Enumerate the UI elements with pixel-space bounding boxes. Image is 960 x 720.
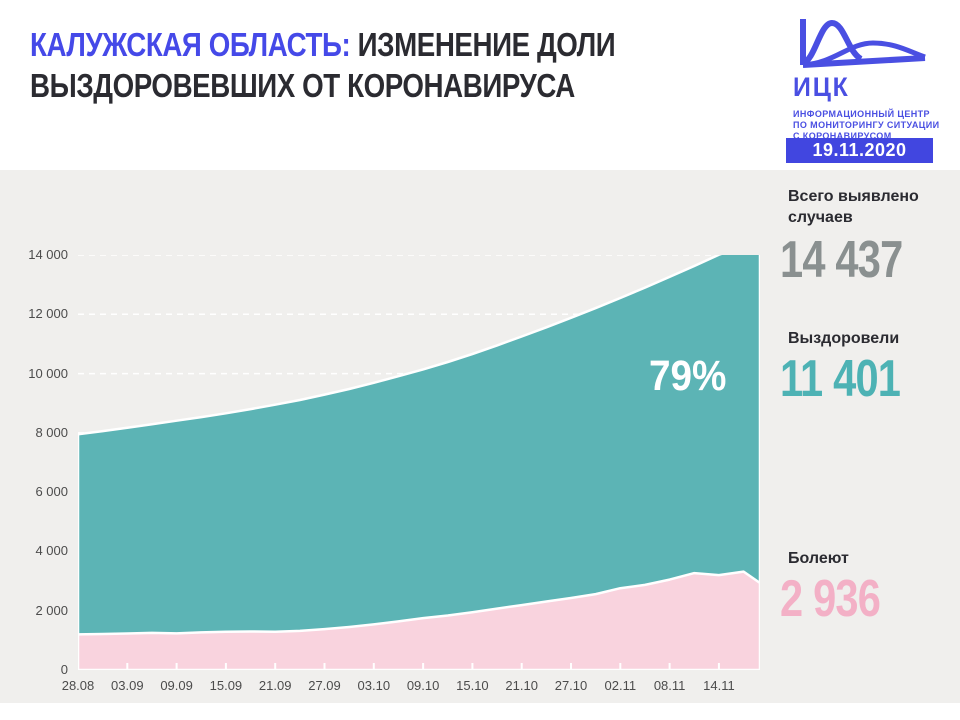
logo-tagline: ИНФОРМАЦИОННЫЙ ЦЕНТР ПО МОНИТОРИНГУ СИТУ… [793,109,943,142]
area-chart [78,255,760,670]
y-axis-label: 2 000 [35,602,68,618]
page-title-region: КАЛУЖСКАЯ ОБЛАСТЬ: [30,26,351,63]
stat-recovered: Выздоровели 11 401 [780,328,930,405]
logo-tagline-line: ИНФОРМАЦИОННЫЙ ЦЕНТР [793,109,930,119]
y-axis-label: 6 000 [35,484,68,500]
stat-total-label: Всего выявлено случаев [788,186,933,228]
total-cases-area [78,255,760,670]
stat-sick-label: Болеют [788,550,849,567]
x-axis-label: 09.10 [406,678,440,693]
x-axis-label: 02.11 [604,678,637,693]
stat-total-label-line1: Всего выявлено [788,188,919,205]
logo-tagline-line: ПО МОНИТОРИНГУ СИТУАЦИИ [793,120,940,130]
stat-total-value: 14 437 [780,231,903,289]
x-axis-label: 27.09 [308,678,341,693]
page-title-line2: ВЫЗДОРОВЕВШИХ ОТ КОРОНАВИРУСА [30,67,575,104]
stat-total-cases: Всего выявлено случаев 14 437 [780,186,933,286]
y-axis-label: 4 000 [35,543,68,559]
x-axis-label: 27.10 [554,678,588,693]
y-axis-label: 12 000 [28,306,68,322]
stat-sick-value: 2 936 [780,570,881,628]
y-axis-label: 10 000 [28,365,68,381]
currently-sick-area [78,570,760,670]
x-axis-label: 21.10 [505,678,538,693]
x-axis-label: 03.10 [357,678,391,693]
x-axis-label: 15.10 [456,678,489,693]
y-axis-label: 8 000 [35,424,68,440]
page-title: КАЛУЖСКАЯ ОБЛАСТЬ: ИЗМЕНЕНИЕ ДОЛИ ВЫЗДОР… [30,24,727,106]
logo-tagline-line: С КОРОНАВИРУСОМ [793,131,892,141]
flatten-the-curve-icon [800,19,926,68]
x-axis-label: 14.11 [703,678,735,693]
y-axis-label: 14 000 [28,247,68,262]
x-axis-label: 28.08 [61,678,95,693]
x-axis-label: 21.09 [258,678,292,693]
icc-logo: ИЦК ИНФОРМАЦИОННЫЙ ЦЕНТР ПО МОНИТОРИНГУ … [793,14,943,142]
x-axis-label: 15.09 [209,678,243,693]
stat-total-label-line2: случаев [788,209,853,226]
stat-recovered-label: Выздоровели [788,330,900,347]
x-axis-label: 09.09 [160,678,193,693]
x-axis-label: 08.11 [653,678,686,693]
date-badge: 19.11.2020 [786,138,933,163]
recovered-percent-label: 79% [649,352,727,400]
x-axis-label: 03.09 [111,678,144,693]
stat-sick: Болеют 2 936 [780,548,905,625]
page-title-rest: ИЗМЕНЕНИЕ ДОЛИ [350,26,616,63]
chart-panel: 79% Всего выявлено случаев 14 437 Выздор… [0,170,960,703]
logo-abbreviation: ИЦК [793,72,850,102]
page-title-line1: КАЛУЖСКАЯ ОБЛАСТЬ: ИЗМЕНЕНИЕ ДОЛИ [30,24,616,65]
y-axis-label: 0 [60,662,68,677]
stat-recovered-value: 11 401 [780,350,901,408]
